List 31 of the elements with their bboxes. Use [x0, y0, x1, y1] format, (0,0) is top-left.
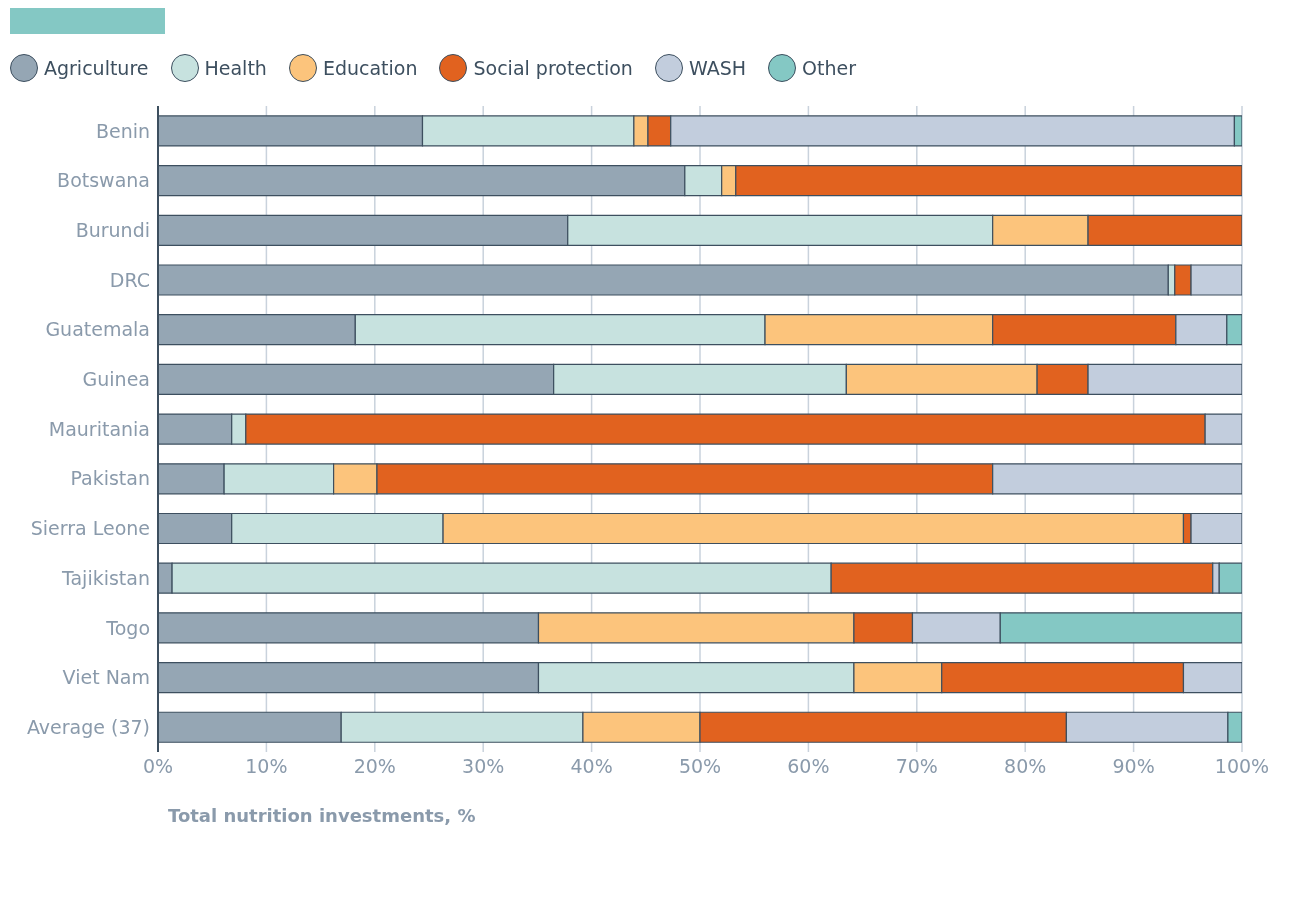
y-tick-label: Guatemala	[45, 318, 150, 341]
y-tick-label: Pakistan	[70, 467, 150, 490]
y-tick-label: Mauritania	[48, 417, 150, 440]
y-tick-label: Burundi	[75, 218, 150, 241]
y-tick-label: Benin	[95, 119, 150, 142]
x-tick-label: 50%	[678, 755, 722, 778]
legend-label: Agriculture	[44, 57, 149, 79]
y-tick-label: Tajikistan	[61, 566, 150, 589]
legend-label: Education	[322, 57, 418, 79]
x-tick-label: 40%	[570, 755, 613, 778]
y-tick-label: Togo	[105, 616, 150, 639]
y-tick-label: Guinea	[82, 368, 150, 391]
y-tick-label: Average (37)	[26, 715, 150, 738]
x-tick-label: 70%	[895, 755, 938, 778]
x-axis-title: Total nutrition investments, %	[168, 805, 476, 826]
x-tick-label: 20%	[353, 755, 396, 778]
legend-label: Social protection	[473, 57, 633, 79]
x-tick-label: 0%	[142, 755, 174, 778]
y-tick-label: DRC	[109, 268, 150, 291]
legend-label: Other	[802, 57, 856, 79]
x-tick-label: 90%	[1112, 755, 1155, 778]
x-tick-label: 10%	[245, 755, 288, 778]
x-tick-label: 100%	[1214, 755, 1270, 778]
y-tick-label: Viet Nam	[62, 666, 150, 689]
legend-label: Health	[204, 57, 267, 79]
legend-label: WASH	[688, 57, 747, 79]
x-tick-label: 60%	[787, 755, 830, 778]
y-tick-label: Botswana	[57, 169, 150, 192]
y-tick-label: Sierra Leone	[30, 517, 150, 540]
x-tick-label: 30%	[462, 755, 505, 778]
x-tick-label: 80%	[1004, 755, 1047, 778]
